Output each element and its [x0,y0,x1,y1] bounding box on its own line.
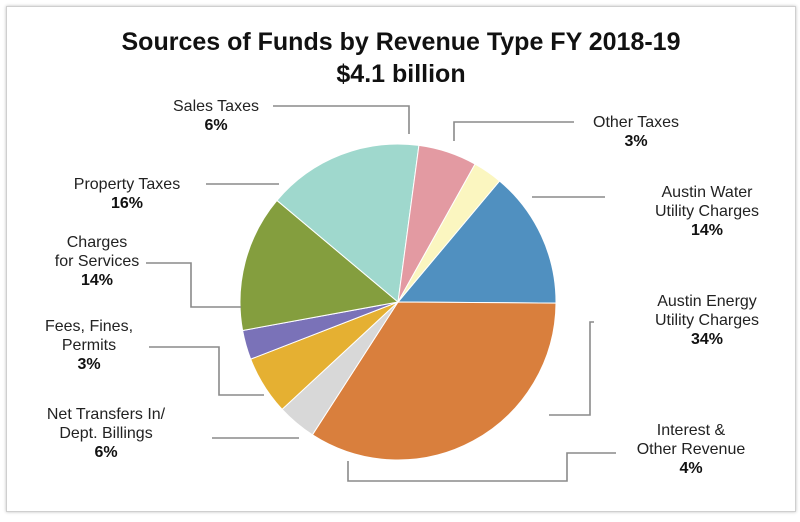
slice-label: Interest & Other Revenue 4% [637,422,746,477]
slice-label: Charges for Services 14% [55,234,139,289]
leader-line [149,346,264,396]
slice-label: Austin Water Utility Charges 14% [655,184,759,239]
slice-name: Other Taxes [593,114,679,131]
slice-label: Property Taxes 16% [74,176,180,212]
slice-name: for Services [55,253,139,270]
slice-name: Net Transfers In/ [47,406,166,423]
slice-name: Interest & [657,422,726,439]
leader-line [146,262,241,308]
pie-slice [396,180,557,304]
leader-line [347,452,616,482]
slice-name: Property Taxes [74,176,180,193]
slice-name: Dept. Billings [59,425,152,442]
slice-name: Austin Energy [657,293,757,310]
slice-name: Sales Taxes [173,98,259,115]
slice-name: Permits [62,337,116,354]
slice-percent: 14% [691,222,723,239]
slice-label: Sales Taxes 6% [173,98,259,134]
leader-line [549,321,594,416]
leader-line [273,105,410,134]
slice-percent: 16% [111,195,143,212]
slice-name: Austin Water [662,184,754,201]
pie-slices [239,143,557,461]
slice-name: Utility Charges [655,203,759,220]
slice-label: Net Transfers In/Dept. Billings 6% [47,406,166,461]
slice-label: Austin Energy Utility Charges 34% [655,293,759,348]
slice-percent: 6% [94,444,117,461]
slice-label: Other Taxes 3% [593,114,679,150]
slice-name: Utility Charges [655,312,759,329]
pie-slice [397,163,501,303]
chart-subtitle: $4.1 billion [336,60,465,88]
chart-title: Sources of Funds by Revenue Type FY 2018… [122,28,681,56]
slice-name: Other Revenue [637,441,746,458]
slice-name: Fees, Fines, [45,318,133,335]
slice-labels: Austin Water Utility Charges 14% Austin Ene… [45,98,759,477]
chart-frame: Sources of Funds by Revenue Type FY 2018… [6,6,796,512]
slice-percent: 3% [77,356,100,373]
slice-percent: 4% [679,460,702,477]
leader-line [453,121,574,141]
pie-slice [276,143,420,303]
pie-slice [239,199,400,332]
pie-slice [311,301,557,461]
slice-label: Fees, Fines, Permits 3% [45,318,133,373]
slice-percent: 6% [204,117,227,134]
slice-name: Charges [67,234,127,251]
slice-percent: 14% [81,272,113,289]
leader-lines [146,105,616,482]
slice-percent: 34% [691,331,723,348]
slice-percent: 3% [624,133,647,150]
